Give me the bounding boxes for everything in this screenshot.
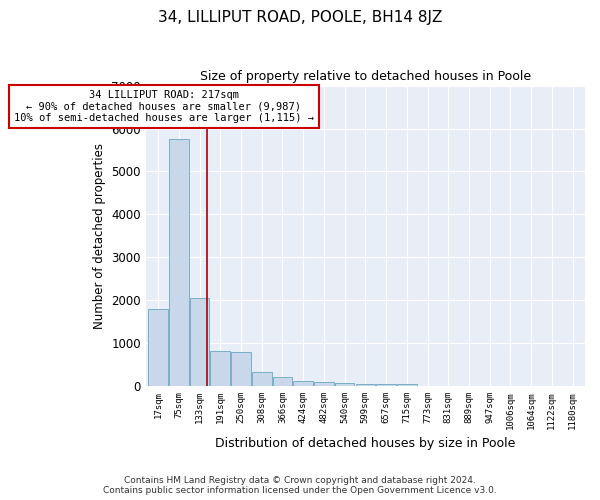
Bar bbox=[376, 384, 396, 386]
Bar bbox=[190, 298, 209, 386]
Bar bbox=[148, 309, 168, 386]
X-axis label: Distribution of detached houses by size in Poole: Distribution of detached houses by size … bbox=[215, 437, 515, 450]
Bar bbox=[314, 382, 334, 386]
Bar bbox=[252, 372, 272, 386]
Text: 34 LILLIPUT ROAD: 217sqm
← 90% of detached houses are smaller (9,987)
10% of sem: 34 LILLIPUT ROAD: 217sqm ← 90% of detach… bbox=[14, 90, 314, 123]
Bar bbox=[335, 383, 355, 386]
Y-axis label: Number of detached properties: Number of detached properties bbox=[92, 143, 106, 329]
Title: Size of property relative to detached houses in Poole: Size of property relative to detached ho… bbox=[200, 70, 531, 83]
Bar bbox=[356, 384, 375, 386]
Text: Contains HM Land Registry data © Crown copyright and database right 2024.
Contai: Contains HM Land Registry data © Crown c… bbox=[103, 476, 497, 495]
Bar bbox=[272, 376, 292, 386]
Bar bbox=[231, 352, 251, 386]
Bar bbox=[211, 352, 230, 386]
Bar bbox=[397, 384, 416, 386]
Text: 34, LILLIPUT ROAD, POOLE, BH14 8JZ: 34, LILLIPUT ROAD, POOLE, BH14 8JZ bbox=[158, 10, 442, 25]
Bar bbox=[293, 381, 313, 386]
Bar bbox=[169, 139, 188, 386]
